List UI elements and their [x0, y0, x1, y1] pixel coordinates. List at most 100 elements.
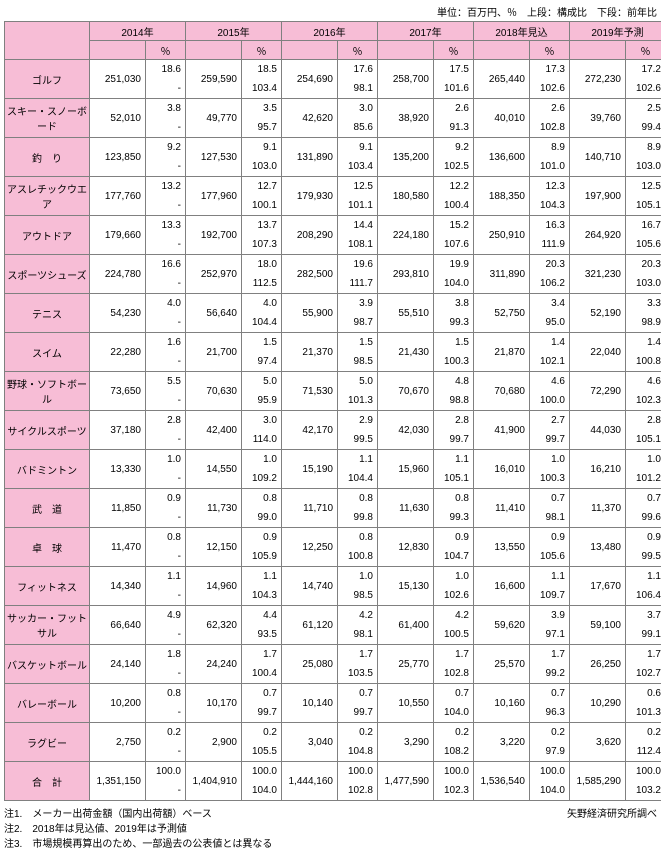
- pct-cell: 1.0109.2: [242, 450, 282, 489]
- pct-bottom: 97.1: [530, 625, 565, 644]
- value-cell: 13,330: [90, 450, 146, 489]
- pct-bottom: 101.2: [626, 469, 661, 488]
- pct-top: 0.9: [242, 528, 277, 547]
- pct-top: 20.3: [626, 255, 661, 274]
- pct-bottom: 103.4: [338, 157, 373, 176]
- pct-cell: 13.3-: [146, 216, 186, 255]
- pct-bottom: 105.1: [434, 469, 469, 488]
- value-cell: 70,630: [186, 372, 242, 411]
- value-cell: 17,670: [570, 567, 626, 606]
- value-cell: 54,230: [90, 294, 146, 333]
- pct-bottom: 98.5: [338, 352, 373, 371]
- pct-top: 100.0: [626, 762, 661, 781]
- pct-bottom: 93.5: [242, 625, 277, 644]
- sports-market-table: 2014年2015年2016年2017年2018年見込2019年予測 ％％％％％…: [4, 21, 661, 801]
- pct-top: 0.9: [146, 489, 181, 508]
- pct-top: 0.8: [146, 528, 181, 547]
- pct-cell: 1.597.4: [242, 333, 282, 372]
- pct-cell: 8.9103.0: [626, 138, 661, 177]
- pct-bottom: 98.1: [530, 508, 565, 527]
- pct-top: 17.3: [530, 60, 565, 79]
- value-cell: 40,010: [474, 99, 530, 138]
- pct-top: 1.1: [242, 567, 277, 586]
- header-pct: ％: [626, 41, 661, 60]
- value-cell: 55,510: [378, 294, 434, 333]
- pct-cell: 1.7103.5: [338, 645, 378, 684]
- pct-bottom: 103.0: [626, 274, 661, 293]
- table-row: バレーボール10,2000.8-10,1700.799.710,1400.799…: [5, 684, 661, 723]
- pct-bottom: 109.2: [242, 469, 277, 488]
- pct-top: 100.0: [434, 762, 469, 781]
- pct-cell: 3.998.7: [338, 294, 378, 333]
- value-cell: 21,700: [186, 333, 242, 372]
- pct-cell: 19.6111.7: [338, 255, 378, 294]
- category-cell: フィットネス: [5, 567, 90, 606]
- pct-cell: 0.2108.2: [434, 723, 474, 762]
- category-cell: スイム: [5, 333, 90, 372]
- header-year: 2014年: [90, 22, 186, 41]
- pct-cell: 16.3111.9: [530, 216, 570, 255]
- pct-bottom: 114.0: [242, 430, 277, 449]
- pct-cell: 100.0104.0: [242, 762, 282, 801]
- pct-top: 14.4: [338, 216, 373, 235]
- value-cell: 1,585,290: [570, 762, 626, 801]
- category-cell: 釣 り: [5, 138, 90, 177]
- value-cell: 10,140: [282, 684, 338, 723]
- pct-cell: 0.799.7: [242, 684, 282, 723]
- pct-top: 3.8: [146, 99, 181, 118]
- value-cell: 24,140: [90, 645, 146, 684]
- value-cell: 10,550: [378, 684, 434, 723]
- category-cell: ゴルフ: [5, 60, 90, 99]
- pct-bottom: 95.0: [530, 313, 565, 332]
- value-cell: 25,770: [378, 645, 434, 684]
- pct-top: 3.5: [242, 99, 277, 118]
- pct-cell: 8.9101.0: [530, 138, 570, 177]
- pct-cell: 1.8-: [146, 645, 186, 684]
- header-year: 2015年: [186, 22, 282, 41]
- pct-top: 0.2: [242, 723, 277, 742]
- pct-top: 3.7: [626, 606, 661, 625]
- pct-top: 9.2: [434, 138, 469, 157]
- value-cell: 52,190: [570, 294, 626, 333]
- pct-top: 0.8: [338, 489, 373, 508]
- pct-bottom: 105.6: [530, 547, 565, 566]
- pct-bottom: 102.6: [626, 79, 661, 98]
- table-row: 卓 球11,4700.8-12,1500.9105.912,2500.8100.…: [5, 528, 661, 567]
- pct-bottom: 100.3: [434, 352, 469, 371]
- pct-bottom: -: [146, 469, 181, 488]
- pct-cell: 4.2100.5: [434, 606, 474, 645]
- pct-cell: 0.9104.7: [434, 528, 474, 567]
- header-blank: [5, 22, 90, 60]
- pct-bottom: 85.6: [338, 118, 373, 137]
- pct-bottom: 102.6: [530, 79, 565, 98]
- pct-cell: 1.0100.3: [530, 450, 570, 489]
- pct-bottom: 100.0: [530, 391, 565, 410]
- pct-cell: 18.6-: [146, 60, 186, 99]
- pct-top: 12.2: [434, 177, 469, 196]
- table-row: フィットネス14,3401.1-14,9601.1104.314,7401.09…: [5, 567, 661, 606]
- value-cell: 2,750: [90, 723, 146, 762]
- pct-bottom: 107.3: [242, 235, 277, 254]
- pct-bottom: 98.1: [338, 625, 373, 644]
- category-cell: アスレチックウエア: [5, 177, 90, 216]
- pct-top: 18.0: [242, 255, 277, 274]
- pct-top: 4.6: [626, 372, 661, 391]
- pct-top: 100.0: [242, 762, 277, 781]
- pct-cell: 16.6-: [146, 255, 186, 294]
- pct-top: 1.0: [530, 450, 565, 469]
- value-cell: 11,850: [90, 489, 146, 528]
- pct-cell: 0.6101.3: [626, 684, 661, 723]
- pct-top: 4.2: [338, 606, 373, 625]
- pct-bottom: 101.1: [338, 196, 373, 215]
- pct-cell: 2.599.4: [626, 99, 661, 138]
- pct-cell: 3.997.1: [530, 606, 570, 645]
- pct-cell: 100.0-: [146, 762, 186, 801]
- table-row: ラグビー2,7500.2-2,9000.2105.53,0400.2104.83…: [5, 723, 661, 762]
- value-cell: 52,750: [474, 294, 530, 333]
- pct-bottom: -: [146, 547, 181, 566]
- pct-bottom: 105.6: [626, 235, 661, 254]
- pct-cell: 3.799.1: [626, 606, 661, 645]
- value-cell: 224,780: [90, 255, 146, 294]
- pct-cell: 20.3103.0: [626, 255, 661, 294]
- value-cell: 70,680: [474, 372, 530, 411]
